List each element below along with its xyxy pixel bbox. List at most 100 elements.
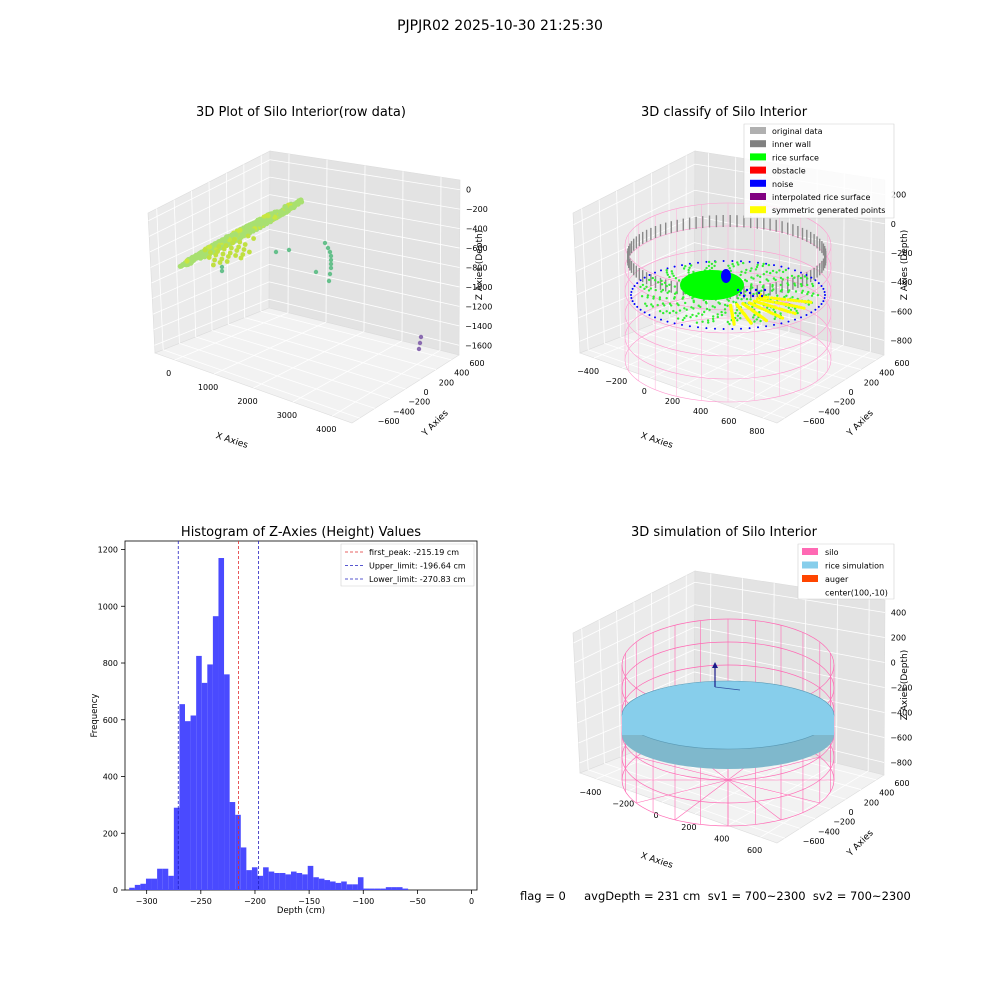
data-point: [239, 233, 245, 239]
histogram-bar: [229, 802, 236, 890]
noise-point: [765, 325, 768, 328]
histogram-bar: [279, 872, 286, 890]
y-tick-label: 600: [894, 779, 909, 788]
x-tick-label: 800: [749, 427, 764, 436]
noise-point: [787, 320, 790, 323]
rice-point: [765, 270, 768, 273]
noise-point: [757, 291, 761, 295]
data-point: [417, 340, 423, 346]
rice-point: [684, 265, 687, 268]
rice-point: [739, 273, 742, 277]
silo-spoke: [727, 756, 820, 781]
data-point: [219, 268, 225, 274]
rice-point: [658, 296, 662, 299]
symmetric-point: [799, 306, 804, 310]
rice-point: [690, 264, 693, 267]
noise-point: [824, 294, 826, 296]
noise-point: [731, 260, 734, 262]
rice-point: [645, 285, 648, 288]
histogram-bar: [157, 868, 163, 890]
symmetric-point: [755, 297, 760, 301]
histogram-bar: [212, 616, 219, 890]
rice-point: [795, 309, 798, 313]
data-point: [215, 249, 221, 254]
grid-line: [153, 281, 270, 331]
inner-wall-point: [816, 236, 818, 249]
noise-point: [748, 291, 752, 295]
noise-point: [673, 265, 676, 268]
z-tick-label: −400: [890, 709, 912, 718]
histogram-bar: [385, 887, 392, 890]
histogram-bar: [363, 888, 370, 890]
noise-point: [742, 294, 746, 298]
histogram-bar: [313, 877, 319, 890]
grid-line: [179, 342, 376, 409]
rice-point: [708, 308, 711, 312]
symmetric-point: [786, 298, 791, 302]
symmetric-point: [752, 299, 757, 303]
noise-point: [633, 303, 636, 305]
z-tick-label: −1200: [465, 302, 492, 311]
legend-box: [797, 543, 895, 600]
grid-line: [148, 176, 271, 237]
data-point: [325, 245, 331, 251]
noise-point: [823, 291, 826, 293]
rice-point: [692, 299, 695, 302]
x-tick-label: −200: [244, 897, 266, 906]
inner-wall-point: [635, 236, 637, 249]
rice-point: [766, 306, 769, 309]
data-point: [313, 269, 319, 275]
x-tick-label: 0: [654, 811, 659, 820]
rice-point: [656, 303, 659, 307]
grid-line: [573, 163, 696, 226]
histogram-bar: [145, 878, 152, 890]
noise-point: [787, 267, 790, 270]
noise-point: [681, 323, 683, 326]
histogram-bar: [235, 814, 241, 890]
x-tick-label: 1000: [198, 383, 218, 392]
symmetric-point: [809, 300, 813, 304]
rice-point: [668, 275, 671, 279]
x-tick-label: 0: [642, 387, 647, 396]
histogram-bar: [374, 888, 381, 890]
noise-point: [705, 260, 708, 263]
x-tick-label: −200: [605, 377, 627, 386]
x-tick-label: 400: [693, 407, 708, 416]
inner-wall-point: [676, 282, 678, 295]
rice-point: [737, 263, 740, 266]
rice-point: [704, 300, 708, 304]
inner-wall-point: [645, 229, 648, 242]
rice-point: [663, 281, 667, 284]
rice-point: [671, 272, 674, 275]
rice-point: [677, 279, 681, 282]
rice-point: [770, 289, 774, 292]
legend-swatch: [802, 548, 818, 555]
rice-point: [666, 291, 669, 294]
rice-point: [685, 314, 688, 318]
rice-point: [651, 305, 655, 308]
noise-point: [740, 260, 742, 263]
legend-label: interpolated rice surface: [772, 193, 870, 202]
data-point: [328, 257, 334, 263]
noise-point: [660, 318, 662, 321]
data-point: [216, 244, 222, 249]
data-point: [202, 247, 208, 253]
y-tick-label: 0: [849, 388, 854, 397]
inner-wall-point: [781, 221, 783, 234]
symmetric-point: [806, 300, 810, 304]
rice-point: [736, 261, 739, 264]
noise-point: [817, 305, 820, 308]
inner-wall-point: [792, 277, 794, 290]
grid-line: [620, 336, 816, 400]
rice-point: [674, 277, 678, 280]
noise-point: [773, 323, 775, 326]
inner-wall-point: [824, 246, 826, 258]
rice-point: [692, 307, 695, 310]
inner-wall-point: [743, 286, 745, 299]
legend-swatch: [750, 166, 766, 174]
legend-label: symmetric generated points: [772, 206, 885, 215]
data-point: [219, 256, 225, 262]
histogram-bar: [190, 715, 197, 890]
y-tick-label: 600: [469, 359, 484, 368]
rice-point: [660, 283, 664, 286]
